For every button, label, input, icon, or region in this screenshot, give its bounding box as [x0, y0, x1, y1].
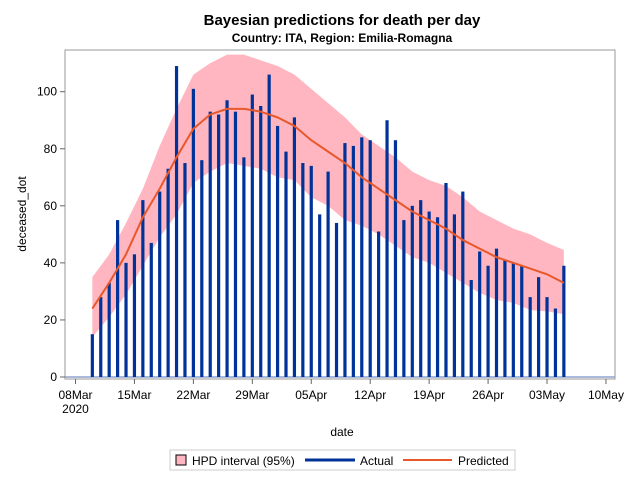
bar-actual-2020-04-11 — [360, 137, 364, 377]
bar-actual-2020-04-04 — [301, 163, 305, 377]
chart-subtitle: Country: ITA, Region: Emilia-Romagna — [232, 31, 453, 45]
bar-actual-2020-04-26 — [486, 265, 490, 377]
bar-actual-2020-04-21 — [444, 182, 448, 377]
bar-actual-2020-05-05 — [562, 265, 566, 377]
bar-actual-2020-04-30 — [520, 265, 524, 377]
y-tick-label-80: 80 — [44, 142, 58, 156]
x-tick-label-26Apr: 26Apr — [472, 388, 504, 402]
x-tick-label-15Mar: 15Mar — [117, 388, 151, 402]
bar-actual-2020-03-11 — [99, 297, 103, 377]
bar-actual-2020-03-21 — [183, 163, 187, 377]
x-tick-label-10May: 10May — [588, 388, 624, 402]
x-tick-label-12Apr: 12Apr — [354, 388, 386, 402]
x-tick-label-19Apr: 19Apr — [413, 388, 445, 402]
bar-actual-2020-04-07 — [326, 171, 330, 377]
bar-actual-2020-04-13 — [377, 231, 381, 377]
bar-actual-2020-04-22 — [452, 214, 456, 377]
bar-actual-2020-05-03 — [545, 297, 549, 377]
bar-actual-2020-04-29 — [511, 262, 515, 377]
bar-actual-2020-04-06 — [318, 214, 322, 377]
y-tick-label-40: 40 — [44, 256, 58, 270]
bar-actual-2020-04-14 — [385, 120, 389, 377]
bar-actual-2020-04-16 — [402, 220, 406, 377]
x-tick-label-05Apr: 05Apr — [295, 388, 327, 402]
bar-actual-2020-03-13 — [116, 220, 120, 377]
bar-actual-2020-03-30 — [259, 105, 263, 377]
bar-actual-2020-05-02 — [537, 277, 541, 377]
y-tick-label-100: 100 — [37, 85, 57, 99]
bar-actual-2020-04-08 — [334, 222, 339, 377]
bar-actual-2020-03-23 — [200, 160, 204, 377]
x-tick-label-08Mar: 08Mar — [58, 388, 92, 402]
bar-actual-2020-03-20 — [174, 66, 179, 377]
bar-actual-2020-03-16 — [141, 200, 145, 377]
bar-actual-2020-03-14 — [124, 262, 128, 377]
bar-actual-2020-03-15 — [132, 254, 137, 377]
bar-actual-2020-03-25 — [217, 114, 221, 378]
bar-actual-2020-04-18 — [419, 200, 423, 377]
bar-actual-2020-03-29 — [250, 94, 254, 377]
bar-actual-2020-03-12 — [107, 282, 111, 377]
x-tick-label-22Mar: 22Mar — [176, 388, 210, 402]
predicted-line — [91, 107, 565, 310]
legend-label-hpd: HPD interval (95%) — [192, 454, 295, 468]
bar-actual-2020-03-19 — [166, 168, 170, 377]
bar-actual-2020-03-28 — [242, 157, 246, 377]
x-axis-label: date — [330, 425, 354, 439]
bar-actual-2020-04-01 — [275, 125, 280, 377]
x-tick-label-29Mar: 29Mar — [235, 388, 269, 402]
bar-actual-2020-05-04 — [553, 308, 558, 377]
plot-frame — [64, 49, 616, 380]
y-tick-label-20: 20 — [44, 313, 58, 327]
bar-actual-2020-04-03 — [292, 117, 297, 377]
bar-actual-2020-04-02 — [284, 151, 288, 377]
y-tick-label-60: 60 — [44, 199, 58, 213]
bar-actual-2020-03-31 — [267, 74, 271, 377]
bar-actual-2020-04-05 — [309, 165, 313, 377]
x-tick-label-03May: 03May — [529, 388, 565, 402]
legend-label-actual: Actual — [360, 454, 393, 468]
bar-actual-2020-04-10 — [351, 145, 355, 377]
bar-actual-2020-03-18 — [158, 191, 162, 377]
bar-actual-2020-04-25 — [478, 251, 482, 377]
bar-actual-2020-04-09 — [343, 143, 347, 377]
legend-swatch-hpd — [175, 454, 187, 466]
bar-actual-2020-04-28 — [503, 260, 507, 377]
bar-actual-2020-04-23 — [461, 191, 465, 377]
bar-actual-2020-03-10 — [90, 334, 94, 377]
y-axis-label: deceased_dot — [15, 176, 29, 252]
chart-title: Bayesian predictions for death per day — [204, 12, 481, 29]
legend: HPD interval (95%) Actual Predicted — [169, 449, 516, 471]
bar-actual-2020-03-24 — [208, 111, 212, 378]
x-tick-sublabel-year: 2020 — [62, 402, 89, 416]
bar-actual-2020-03-17 — [149, 242, 153, 377]
legend-label-predicted: Predicted — [458, 454, 509, 468]
bar-actual-2020-04-17 — [410, 205, 414, 377]
bar-actual-2020-04-24 — [469, 279, 473, 377]
bar-actual-2020-03-27 — [233, 111, 238, 378]
bar-actual-2020-05-01 — [528, 297, 532, 377]
bar-actual-2020-03-26 — [225, 100, 229, 377]
bar-actual-2020-03-22 — [191, 88, 195, 378]
y-tick-label-0: 0 — [50, 370, 57, 384]
bar-actual-2020-04-15 — [393, 140, 398, 377]
bar-actual-2020-04-20 — [435, 217, 440, 377]
bar-actual-2020-04-27 — [494, 248, 499, 377]
bar-actual-2020-04-12 — [368, 140, 372, 377]
bar-actual-2020-04-19 — [427, 211, 431, 377]
